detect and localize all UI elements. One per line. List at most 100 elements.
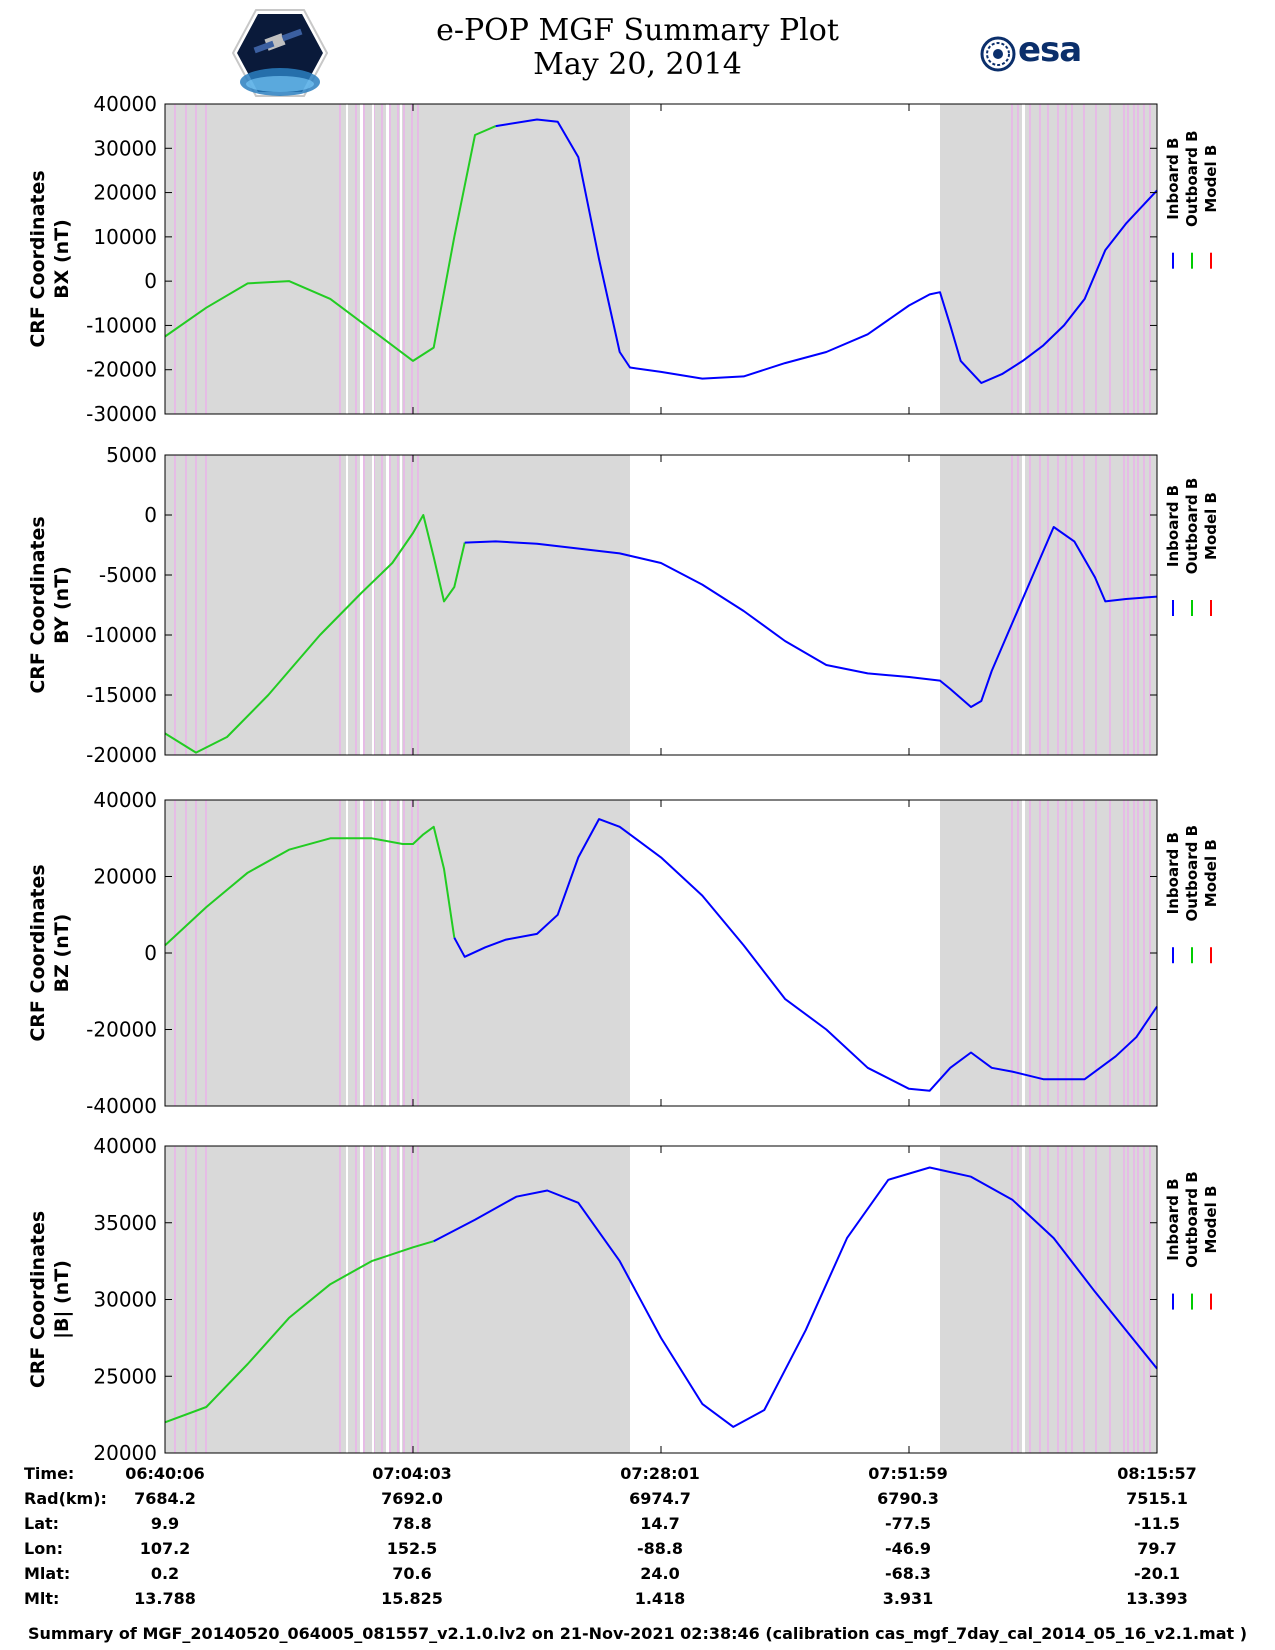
legend-label: Outboard B bbox=[1183, 130, 1201, 227]
series-line-inboard-b bbox=[433, 1166, 1158, 1428]
y-tick-label: 30000 bbox=[93, 1288, 157, 1312]
info-value: 107.2 bbox=[139, 1539, 191, 1558]
info-row-label: Mlat: bbox=[24, 1564, 71, 1583]
plot-title-line2: May 20, 2014 bbox=[533, 47, 742, 82]
info-value: 06:40:06 bbox=[125, 1464, 205, 1483]
legend-label: Model B bbox=[1202, 839, 1220, 907]
data-gap bbox=[400, 455, 402, 755]
info-value: 3.931 bbox=[882, 1589, 934, 1608]
plot-title-line1: e-POP MGF Summary Plot bbox=[436, 13, 839, 48]
info-row-label: Time: bbox=[24, 1464, 75, 1483]
series-line-outboard-b bbox=[164, 514, 466, 754]
info-value: 70.6 bbox=[392, 1564, 432, 1583]
y-tick-label: 30000 bbox=[93, 136, 157, 160]
series-line-inboard-b bbox=[464, 526, 1158, 708]
y-tick-label: -20000 bbox=[86, 358, 157, 382]
info-value: 152.5 bbox=[386, 1539, 438, 1558]
data-gap bbox=[360, 800, 363, 1106]
data-gap bbox=[1022, 104, 1025, 414]
legend-label: Inboard B bbox=[1164, 832, 1182, 914]
y-axis-label: BY (nT) bbox=[51, 566, 73, 644]
y-axis-label: CRF Coordinates bbox=[27, 864, 49, 1041]
info-value: -77.5 bbox=[884, 1514, 932, 1533]
info-value: 14.7 bbox=[640, 1514, 680, 1533]
y-tick-label: 40000 bbox=[93, 92, 157, 116]
data-gap bbox=[386, 104, 389, 414]
y-tick-label: 20000 bbox=[93, 865, 157, 889]
y-tick-label: 40000 bbox=[93, 1134, 157, 1158]
legend-label: Model B bbox=[1202, 1186, 1220, 1254]
footer-caption: Summary of MGF_20140520_064005_081557_v2… bbox=[27, 1624, 1248, 1643]
y-tick-label: 20000 bbox=[93, 1441, 157, 1460]
data-gap bbox=[346, 104, 348, 414]
info-value: -68.3 bbox=[884, 1564, 932, 1583]
info-value: 13.788 bbox=[134, 1589, 196, 1608]
info-value: 7515.1 bbox=[1126, 1489, 1188, 1508]
legend-label: Model B bbox=[1202, 145, 1220, 213]
info-row-label: Lon: bbox=[24, 1539, 63, 1558]
info-value: 6790.3 bbox=[877, 1489, 939, 1508]
y-tick-label: -20000 bbox=[86, 1018, 157, 1042]
info-value: 0.2 bbox=[150, 1564, 180, 1583]
data-gap bbox=[360, 1146, 363, 1453]
legend-label: Inboard B bbox=[1164, 138, 1182, 220]
y-tick-label: 20000 bbox=[93, 181, 157, 205]
chart-panel-2: -20000 -15000 -10000 -5000 0 5000 CRF Coordina… bbox=[27, 443, 1220, 767]
info-value: 07:28:01 bbox=[620, 1464, 700, 1483]
esa-logo-text: esa bbox=[1018, 30, 1082, 70]
y-tick-label: 0 bbox=[144, 941, 157, 965]
y-tick-label: 5000 bbox=[106, 443, 157, 467]
y-tick-label: -10000 bbox=[86, 313, 157, 337]
legend-label: Outboard B bbox=[1183, 825, 1201, 922]
y-tick-label: 10000 bbox=[93, 225, 157, 249]
data-gap bbox=[360, 104, 363, 414]
data-gap bbox=[372, 455, 374, 755]
y-tick-label: -5000 bbox=[99, 563, 157, 587]
info-row-label: Mlt: bbox=[24, 1589, 60, 1608]
data-gap bbox=[1022, 1146, 1025, 1453]
series-line-outboard-b bbox=[164, 125, 497, 362]
info-value: 79.7 bbox=[1137, 1539, 1177, 1558]
data-gap bbox=[386, 455, 389, 755]
info-value: 07:04:03 bbox=[372, 1464, 452, 1483]
legend-label: Outboard B bbox=[1183, 1171, 1201, 1268]
info-row-label: Rad(km): bbox=[24, 1489, 107, 1508]
info-value: 6974.7 bbox=[629, 1489, 691, 1508]
y-tick-label: 0 bbox=[144, 503, 157, 527]
epop-logo-icon bbox=[232, 9, 328, 97]
y-axis-label: BX (nT) bbox=[51, 219, 73, 299]
series-line-outboard-b bbox=[164, 825, 456, 947]
y-tick-label: 40000 bbox=[93, 788, 157, 812]
chart-area: -30000 -20000 -10000 0 10000 20000 30000 40000 C… bbox=[27, 92, 1220, 1460]
data-gap bbox=[1022, 455, 1025, 755]
data-gap bbox=[386, 1146, 389, 1453]
y-tick-label: -15000 bbox=[86, 683, 157, 707]
chart-panel-4: 20000 25000 30000 35000 40000 CRF Coordinates… bbox=[27, 1134, 1220, 1460]
chart-panel-1: -30000 -20000 -10000 0 10000 20000 30000 40000 C… bbox=[27, 92, 1220, 426]
y-axis-label: |B| (nT) bbox=[51, 1260, 73, 1339]
info-value: 24.0 bbox=[640, 1564, 680, 1583]
info-value: 07:51:59 bbox=[868, 1464, 948, 1483]
data-gap bbox=[400, 1146, 402, 1453]
legend-label: Outboard B bbox=[1183, 478, 1201, 575]
y-axis-label: CRF Coordinates bbox=[27, 170, 49, 347]
info-value: -46.9 bbox=[884, 1539, 932, 1558]
data-gap bbox=[346, 800, 348, 1106]
y-tick-label: -20000 bbox=[86, 743, 157, 767]
legend-label: Model B bbox=[1202, 492, 1220, 560]
info-value: 1.418 bbox=[634, 1589, 686, 1608]
y-tick-label: 25000 bbox=[93, 1364, 157, 1388]
info-value: 7684.2 bbox=[134, 1489, 196, 1508]
series-line-inboard-b bbox=[453, 818, 1158, 1092]
info-value: 08:15:57 bbox=[1117, 1464, 1197, 1483]
data-gap bbox=[372, 1146, 374, 1453]
series-line-outboard-b bbox=[164, 1240, 434, 1424]
legend-label: Inboard B bbox=[1164, 1178, 1182, 1260]
info-value: -88.8 bbox=[636, 1539, 684, 1558]
info-row-label: Lat: bbox=[24, 1514, 60, 1533]
info-value: 78.8 bbox=[392, 1514, 432, 1533]
info-value: 13.393 bbox=[1126, 1589, 1188, 1608]
plot-title: e-POP MGF Summary Plot May 20, 2014 bbox=[0, 14, 1275, 82]
y-tick-label: 35000 bbox=[93, 1211, 157, 1235]
y-tick-label: -40000 bbox=[86, 1094, 157, 1118]
